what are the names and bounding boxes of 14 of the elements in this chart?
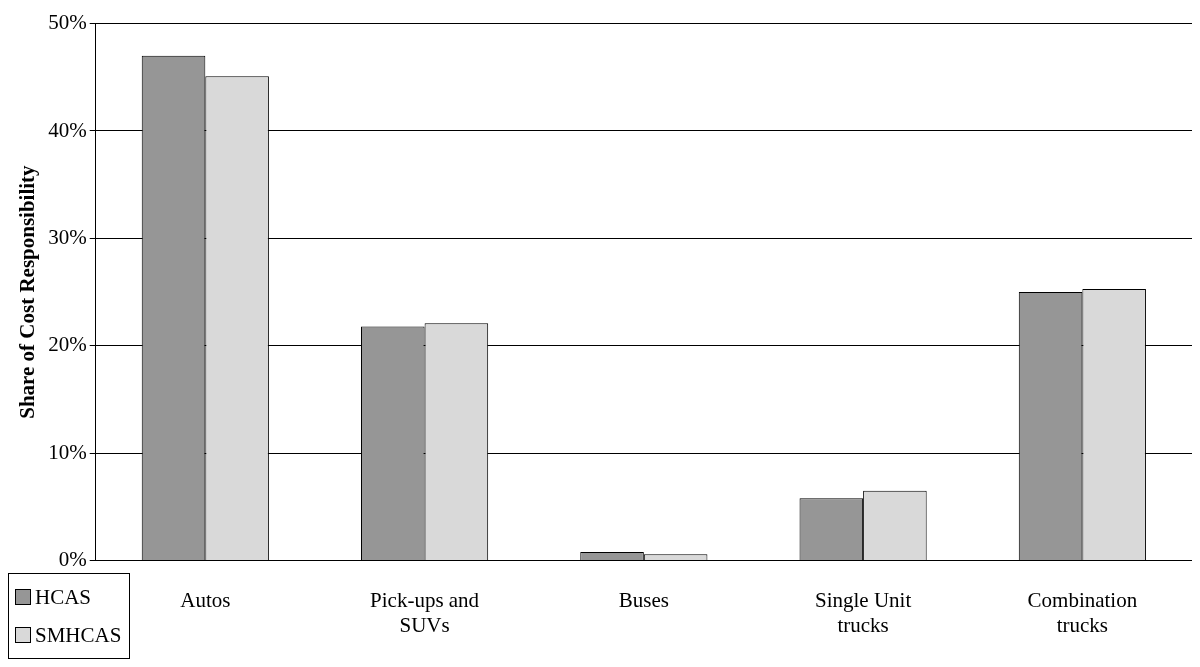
- y-tick-label: 10%: [48, 439, 87, 464]
- legend-label: SMHCAS: [35, 622, 122, 649]
- x-tick-label: Combination trucks: [1027, 587, 1138, 637]
- x-tick-label: Autos: [180, 587, 231, 612]
- x-tick-label: Pick-ups and SUVs: [370, 587, 480, 637]
- y-axis-title: Share of Cost Responsibility: [15, 164, 40, 419]
- y-tick-label: 30%: [48, 224, 87, 249]
- legend-label: HCAS: [35, 584, 92, 611]
- y-tick-label: 40%: [48, 117, 87, 142]
- y-tick-label: 0%: [58, 547, 87, 572]
- x-tick-label: Single Unit trucks: [814, 587, 912, 637]
- x-tick-label: Buses: [618, 587, 669, 612]
- y-tick-label: 20%: [48, 332, 87, 357]
- y-tick-label: 50%: [48, 10, 87, 35]
